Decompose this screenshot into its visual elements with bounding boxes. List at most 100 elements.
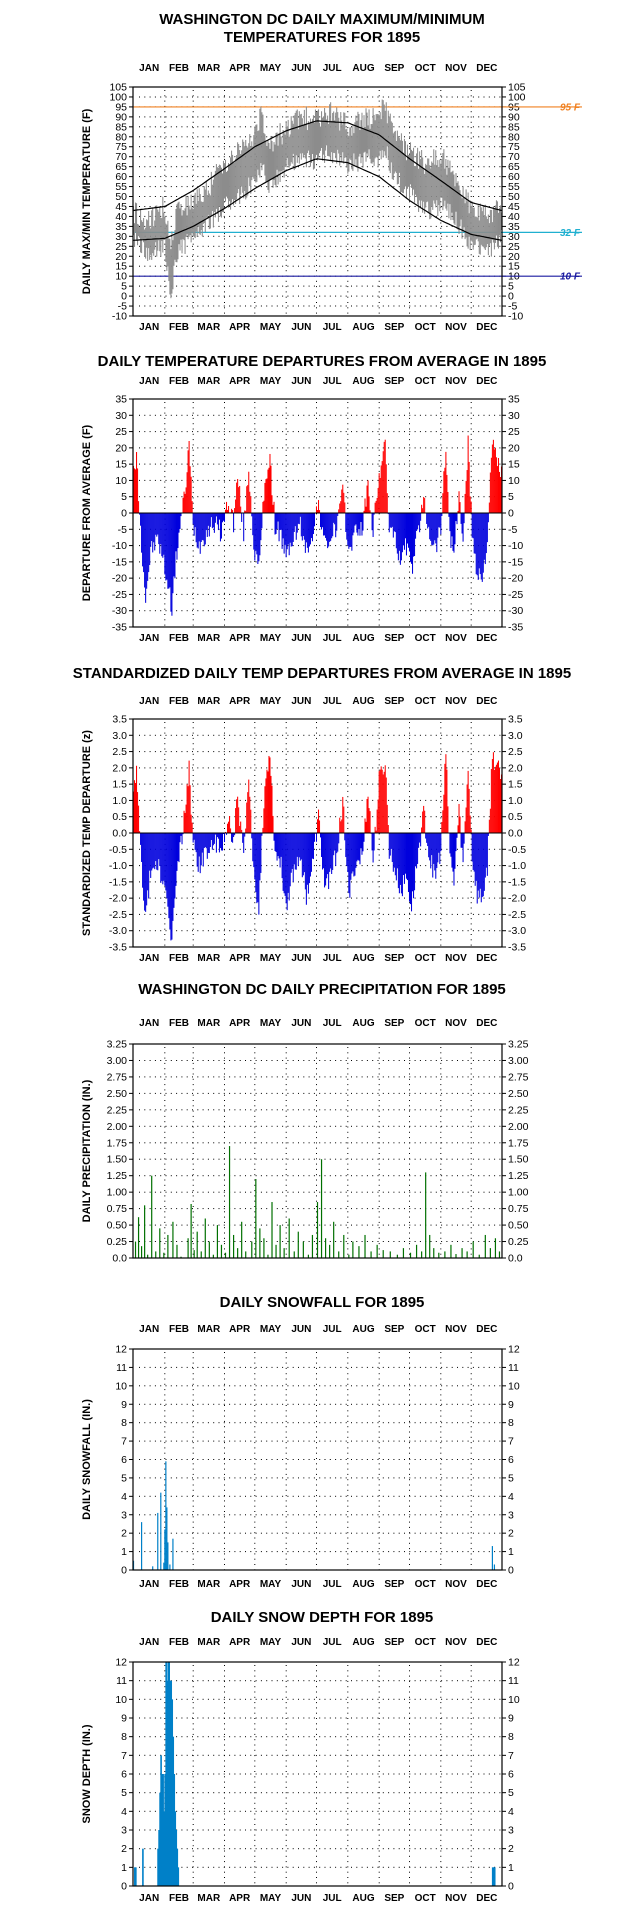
grid-dot xyxy=(276,783,278,785)
grid-dot xyxy=(181,463,183,465)
grid-dot xyxy=(378,582,380,584)
grid-dot xyxy=(223,496,225,498)
grid-dot xyxy=(218,767,220,769)
grid-dot xyxy=(276,255,278,257)
chart-dep: DAILY TEMPERATURE DEPARTURES FROM AVERAG… xyxy=(81,353,546,644)
grid-dot xyxy=(382,245,384,247)
grid-dot xyxy=(170,245,172,247)
grid-dot xyxy=(250,295,252,297)
grid-dot xyxy=(285,222,287,224)
grid-dot xyxy=(149,799,151,801)
grid-dot xyxy=(470,254,472,256)
grid-dot xyxy=(345,166,347,168)
grid-dot xyxy=(419,431,421,433)
grid-dot xyxy=(441,479,443,481)
grid-dot xyxy=(351,561,352,563)
grid-dot xyxy=(192,100,194,102)
grid-dot xyxy=(192,186,193,188)
grid-dot xyxy=(398,447,400,449)
grid-dot xyxy=(472,255,474,257)
grid-dot xyxy=(316,412,317,414)
grid-dot xyxy=(250,255,252,257)
grid-dot xyxy=(347,592,349,594)
grid-dot xyxy=(181,610,183,612)
grid-dot xyxy=(372,295,374,297)
y-tick-label-right: 10 xyxy=(508,475,520,487)
grid-dot xyxy=(366,265,368,267)
grid-dot xyxy=(329,166,331,168)
grid-dot xyxy=(425,96,427,98)
grid-dot xyxy=(409,132,410,134)
grid-dot xyxy=(298,528,299,530)
grid-dot xyxy=(388,610,390,612)
grid-dot xyxy=(446,126,448,128)
grid-dot xyxy=(276,225,278,227)
grid-dot xyxy=(499,206,501,207)
grid-dot xyxy=(224,614,225,615)
grid-dot xyxy=(446,146,448,148)
grid-dot xyxy=(398,463,400,465)
grid-dot xyxy=(409,238,410,240)
grid-dot xyxy=(282,577,284,579)
grid-dot xyxy=(224,201,225,203)
grid-dot xyxy=(435,215,437,217)
grid-dot xyxy=(192,463,193,465)
grid-dot xyxy=(192,169,194,171)
grid-dot xyxy=(308,225,310,227)
grid-dot xyxy=(378,196,380,197)
grid-dot xyxy=(316,486,317,488)
y-tick-label-right: 25 xyxy=(508,241,520,253)
grid-dot xyxy=(139,206,140,207)
grid-dot xyxy=(470,592,472,594)
grid-dot xyxy=(335,196,337,197)
grid-dot xyxy=(298,414,299,416)
grid-dot xyxy=(335,186,337,188)
grid-dot xyxy=(139,96,140,98)
grid-dot xyxy=(478,166,480,168)
grid-dot xyxy=(409,603,410,605)
grid-dot xyxy=(285,280,287,282)
grid-dot xyxy=(372,235,374,237)
grid-dot xyxy=(285,233,287,235)
grid-dot xyxy=(308,431,310,433)
grid-dot xyxy=(250,751,252,753)
grid-dot xyxy=(366,156,368,158)
grid-dot xyxy=(335,176,337,178)
grid-dot xyxy=(176,593,178,595)
grid-dot xyxy=(378,190,380,192)
grid-dot xyxy=(440,211,442,213)
grid-dot xyxy=(181,206,183,207)
grid-dot xyxy=(313,206,315,207)
grid-dot xyxy=(139,734,140,736)
grid-dot xyxy=(440,407,442,409)
grid-dot xyxy=(393,479,395,481)
grid-dot xyxy=(260,215,262,217)
grid-dot xyxy=(393,206,395,207)
grid-dot xyxy=(378,614,380,615)
grid-dot xyxy=(340,305,342,307)
grid-dot xyxy=(308,265,310,267)
grid-dot xyxy=(170,447,172,449)
grid-dot xyxy=(472,463,474,465)
grid-dot xyxy=(197,146,199,148)
grid-dot xyxy=(451,225,453,227)
grid-dot xyxy=(378,603,380,605)
grid-dot xyxy=(164,497,166,499)
grid-dot xyxy=(377,305,379,307)
grid-dot xyxy=(316,407,317,409)
month-label-top: NOV xyxy=(445,696,467,707)
grid-dot xyxy=(285,455,287,456)
grid-dot xyxy=(440,137,442,139)
grid-dot xyxy=(255,734,257,736)
grid-dot xyxy=(160,414,162,416)
grid-dot xyxy=(285,95,287,97)
grid-dot xyxy=(316,264,317,266)
grid-dot xyxy=(292,305,294,307)
grid-dot xyxy=(409,302,410,303)
grid-dot xyxy=(282,751,284,753)
grid-dot xyxy=(223,265,225,267)
grid-dot xyxy=(287,215,289,217)
grid-dot xyxy=(451,783,453,785)
grid-dot xyxy=(170,305,172,307)
grid-dot xyxy=(494,116,496,118)
